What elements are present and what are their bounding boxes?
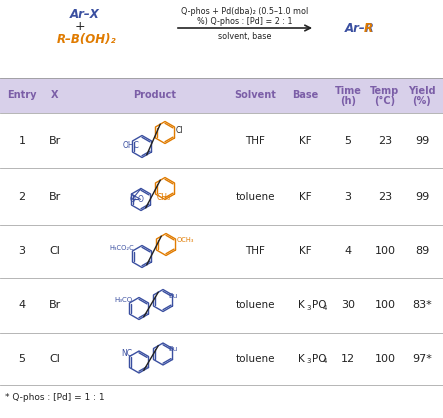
Text: OCH₃: OCH₃ <box>176 237 194 242</box>
Text: +: + <box>75 20 85 33</box>
Text: solvent, base: solvent, base <box>218 31 272 41</box>
Text: KF: KF <box>299 191 311 201</box>
Text: Time: Time <box>334 86 361 95</box>
Text: 4: 4 <box>323 358 327 364</box>
Text: 3: 3 <box>345 191 351 201</box>
Text: R: R <box>364 21 373 35</box>
Text: 23: 23 <box>378 135 392 145</box>
Text: Solvent: Solvent <box>234 91 276 100</box>
Text: OHC: OHC <box>123 140 140 150</box>
Text: Entry: Entry <box>7 91 37 100</box>
Text: 99: 99 <box>415 135 429 145</box>
Text: (%): (%) <box>412 95 431 105</box>
Text: 100: 100 <box>374 301 396 311</box>
Text: H₃CO₂C: H₃CO₂C <box>109 245 134 251</box>
Text: 100: 100 <box>374 247 396 257</box>
Text: 5: 5 <box>19 354 26 364</box>
Text: Base: Base <box>292 91 318 100</box>
Text: toluene: toluene <box>235 191 275 201</box>
Text: 3: 3 <box>306 304 311 311</box>
Text: O: O <box>129 195 135 204</box>
Text: 89: 89 <box>415 247 429 257</box>
Text: KF: KF <box>299 135 311 145</box>
Text: THF: THF <box>245 135 265 145</box>
Text: X: X <box>51 91 59 100</box>
Text: 1: 1 <box>19 135 26 145</box>
Text: Cl: Cl <box>50 247 60 257</box>
Text: 2: 2 <box>19 191 26 201</box>
Text: 30: 30 <box>341 301 355 311</box>
Text: 99: 99 <box>415 191 429 201</box>
Text: Q-phos + Pd(dba)₂ (0.5–1.0 mol: Q-phos + Pd(dba)₂ (0.5–1.0 mol <box>181 8 309 16</box>
Text: (h): (h) <box>340 95 356 105</box>
Text: Product: Product <box>133 91 176 100</box>
Text: Br: Br <box>49 135 61 145</box>
Text: 3: 3 <box>19 247 26 257</box>
Text: 3: 3 <box>306 358 311 364</box>
Text: 83*: 83* <box>412 301 432 311</box>
Text: NC: NC <box>121 349 132 358</box>
Text: 97*: 97* <box>412 354 432 364</box>
Text: KF: KF <box>299 247 311 257</box>
Text: Ar–X: Ar–X <box>70 8 100 20</box>
Text: %) Q-phos : [Pd] = 2 : 1: %) Q-phos : [Pd] = 2 : 1 <box>197 16 293 25</box>
Text: THF: THF <box>245 247 265 257</box>
Text: 4: 4 <box>345 247 352 257</box>
Bar <box>0 78 443 113</box>
Text: toluene: toluene <box>235 354 275 364</box>
Text: Cl: Cl <box>175 126 183 135</box>
Text: Cl: Cl <box>50 354 60 364</box>
Text: 4: 4 <box>19 301 26 311</box>
Text: K: K <box>298 354 305 364</box>
Text: (°C): (°C) <box>374 95 396 105</box>
Text: K: K <box>298 301 305 311</box>
Text: O: O <box>137 195 143 204</box>
Text: Br: Br <box>49 191 61 201</box>
Text: * Q-phos : [Pd] = 1 : 1: * Q-phos : [Pd] = 1 : 1 <box>5 393 105 402</box>
Text: 5: 5 <box>345 135 351 145</box>
Text: PO: PO <box>312 354 326 364</box>
Text: R–B(OH)₂: R–B(OH)₂ <box>57 33 117 46</box>
Text: 23: 23 <box>378 191 392 201</box>
Text: PO: PO <box>312 301 326 311</box>
Text: H₃CO: H₃CO <box>114 297 132 303</box>
Text: 12: 12 <box>341 354 355 364</box>
Text: Br: Br <box>49 301 61 311</box>
Text: 4: 4 <box>323 304 327 311</box>
Text: Ar–R: Ar–R <box>345 21 375 35</box>
Text: Bu: Bu <box>168 293 177 298</box>
Text: Yield: Yield <box>408 86 436 95</box>
Text: CH₃: CH₃ <box>156 193 171 201</box>
Text: Bu: Bu <box>168 346 177 352</box>
Text: toluene: toluene <box>235 301 275 311</box>
Text: Temp: Temp <box>370 86 400 95</box>
Text: 100: 100 <box>374 354 396 364</box>
